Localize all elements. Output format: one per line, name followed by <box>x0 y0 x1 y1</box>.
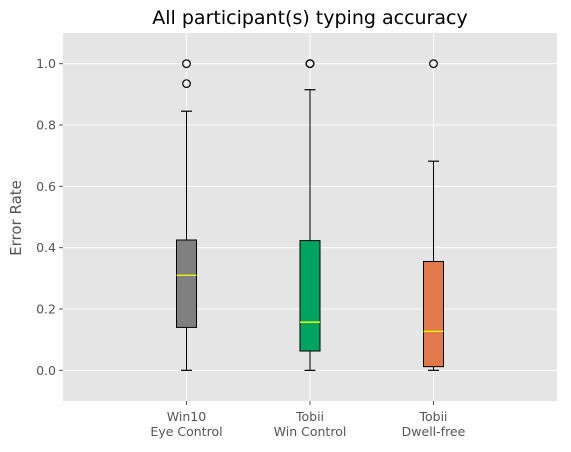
box-group <box>299 59 321 371</box>
x-tick-label: Eye Control <box>150 424 222 439</box>
y-axis-label: Error Rate <box>7 180 25 256</box>
x-tick-label: Dwell-free <box>402 424 466 439</box>
box <box>299 240 321 352</box>
box-group <box>423 59 444 371</box>
y-tick-label: 1.0 <box>36 56 56 71</box>
box-group <box>176 59 197 371</box>
y-axis-ticks: 0.0 0.2 0.4 0.6 0.8 1.0 <box>36 56 63 378</box>
x-tick-label: Win10 <box>167 409 206 424</box>
outlier-point <box>429 59 438 69</box>
box <box>423 260 444 368</box>
outlier-point <box>305 59 315 69</box>
x-tick-label: Tobii <box>418 409 447 424</box>
outlier-point <box>182 79 191 88</box>
y-tick-label: 0.8 <box>36 118 56 133</box>
x-tick-label: Win Control <box>274 424 347 439</box>
chart-title: All participant(s) typing accuracy <box>152 7 467 29</box>
y-tick-label: 0.4 <box>36 240 56 255</box>
x-tick-label: Tobii <box>295 409 324 424</box>
box <box>176 239 197 328</box>
y-tick-label: 0.0 <box>36 363 56 378</box>
y-tick-label: 0.6 <box>36 179 56 194</box>
box-series <box>176 59 444 371</box>
y-tick-label: 0.2 <box>36 302 56 317</box>
outlier-point <box>182 59 191 69</box>
